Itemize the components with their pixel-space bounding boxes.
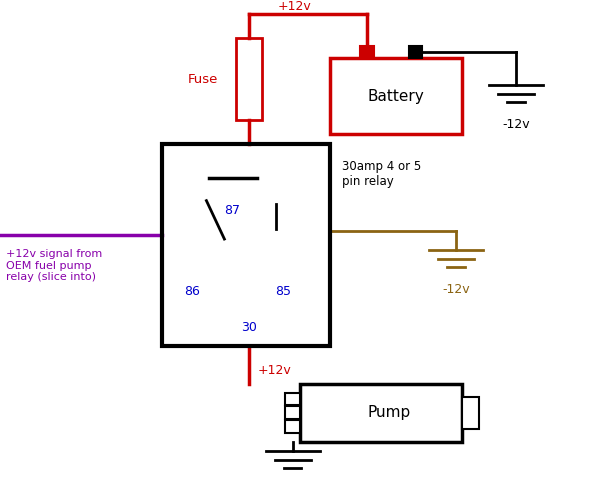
Text: Battery: Battery	[368, 88, 424, 104]
Text: 86: 86	[184, 285, 200, 298]
Bar	[361, 46, 374, 58]
Text: -12v: -12v	[442, 283, 470, 296]
Text: -12v: -12v	[502, 119, 530, 132]
Text: 30amp 4 or 5
pin relay: 30amp 4 or 5 pin relay	[342, 160, 421, 188]
Bar	[285, 393, 300, 405]
Bar	[300, 384, 462, 442]
Text: 30: 30	[241, 322, 257, 335]
Text: Pump: Pump	[367, 405, 411, 420]
Bar	[162, 144, 330, 346]
Bar	[236, 38, 262, 120]
Bar	[330, 58, 462, 134]
Text: 87: 87	[224, 204, 241, 217]
Text: +12v: +12v	[258, 364, 292, 377]
Bar	[409, 46, 422, 58]
Text: 85: 85	[275, 285, 291, 298]
Bar	[285, 407, 300, 419]
Bar	[462, 397, 479, 429]
Text: +12v signal from
OEM fuel pump
relay (slice into): +12v signal from OEM fuel pump relay (sl…	[6, 249, 102, 282]
Bar	[285, 420, 300, 433]
Text: +12v: +12v	[278, 0, 312, 12]
Text: Fuse: Fuse	[187, 72, 218, 86]
